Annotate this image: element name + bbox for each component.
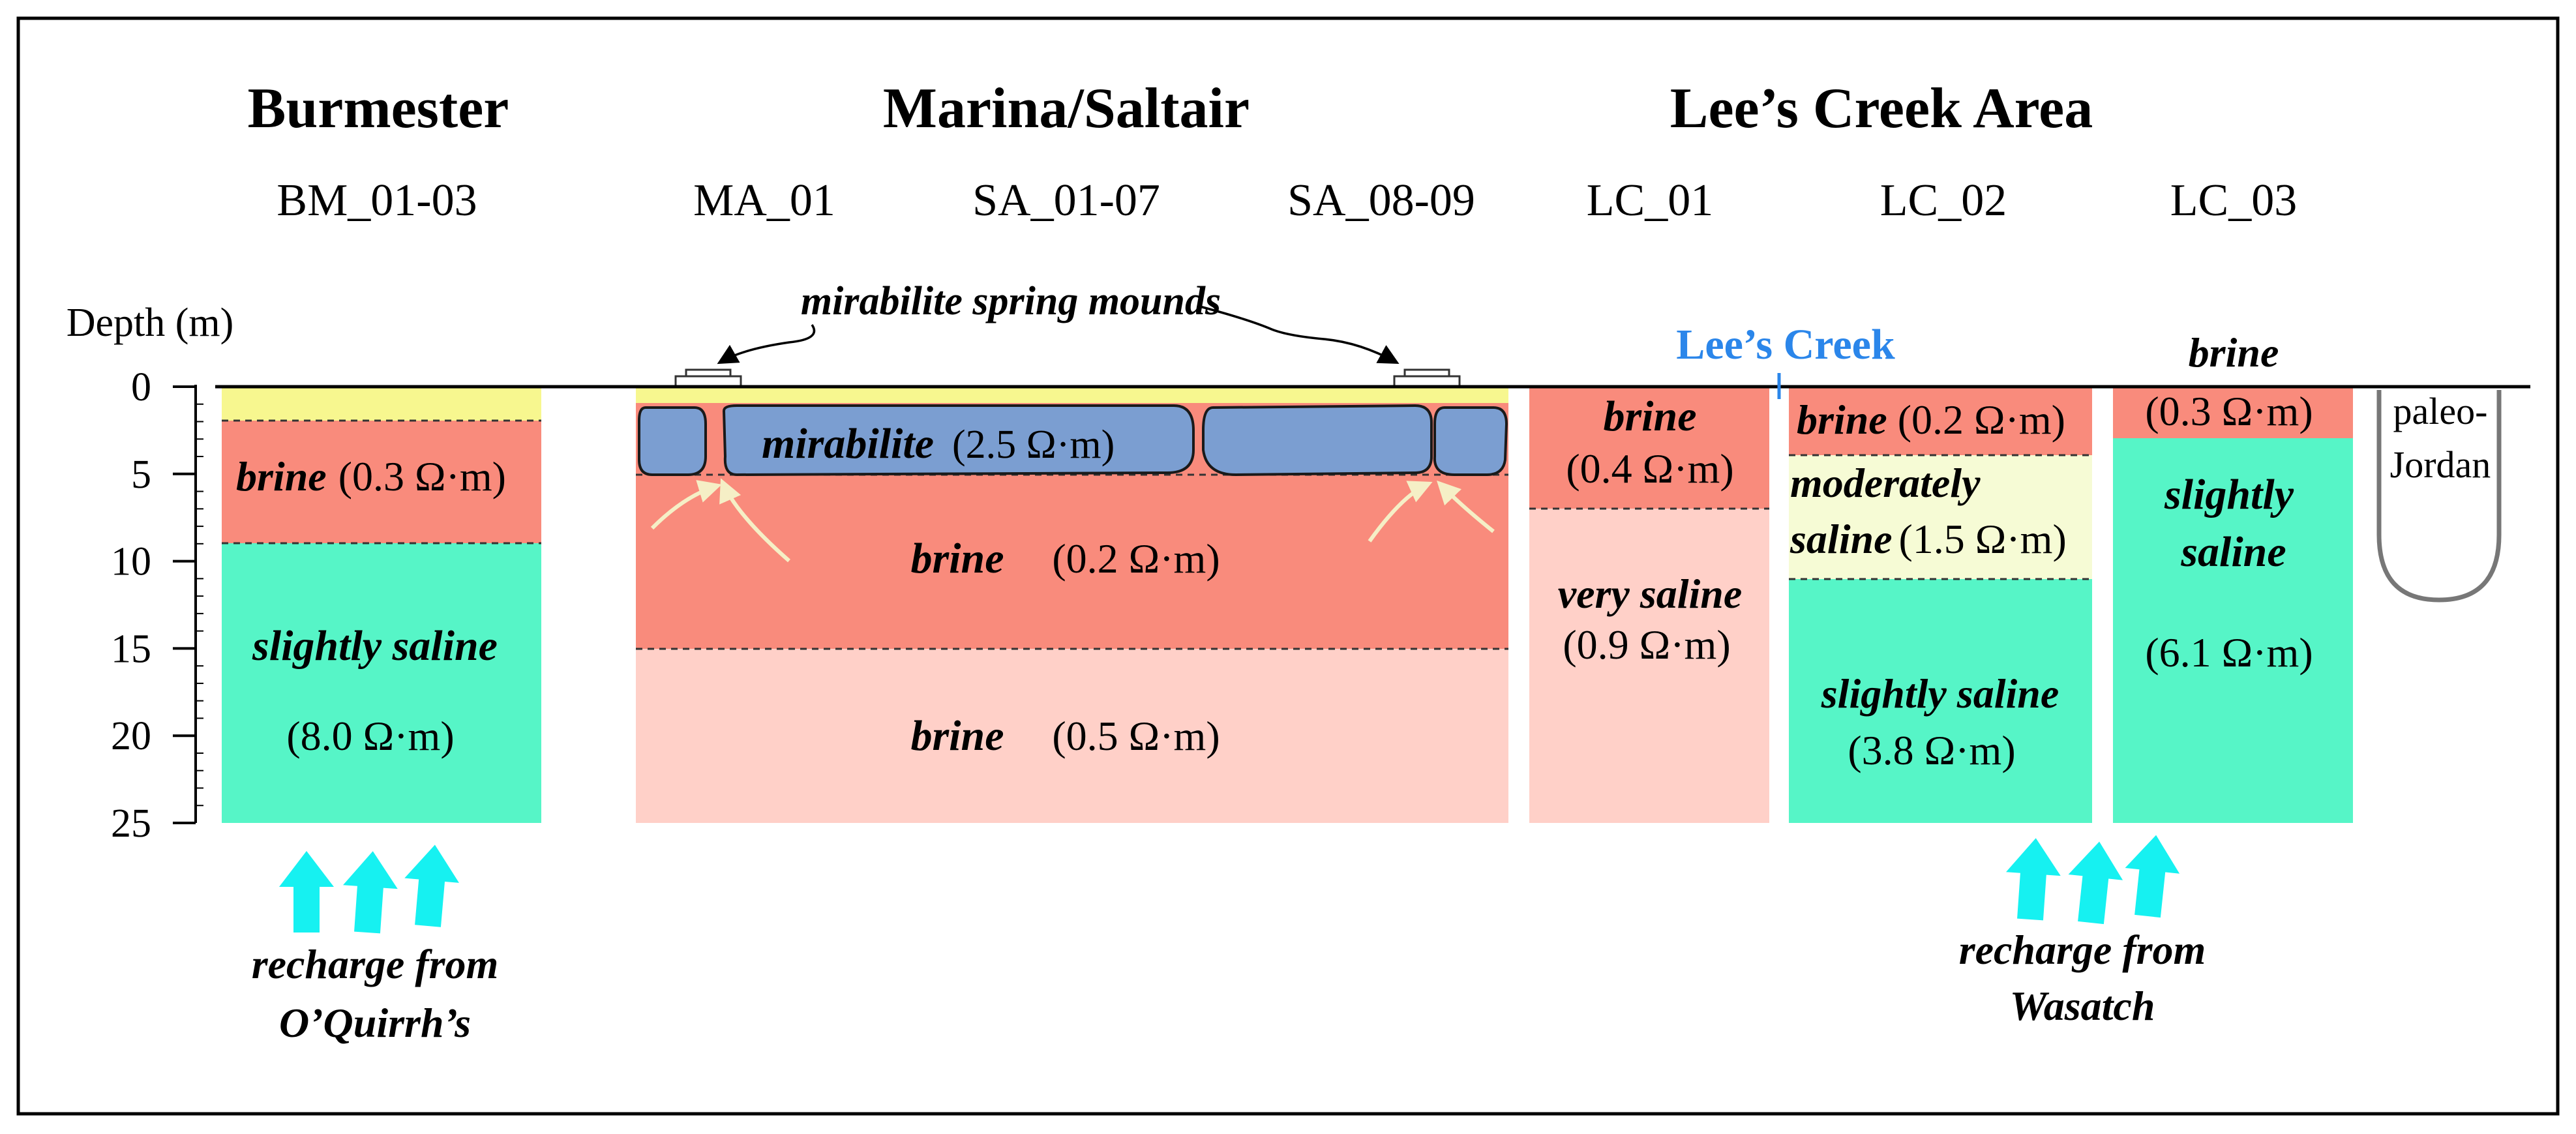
lc02-brine-label: brine (0.2 Ω·m) <box>1797 396 2065 443</box>
depth-tick-label: 20 <box>111 714 151 758</box>
lc01-brine-name: brine <box>1603 393 1696 440</box>
lc02-slightly-saline-name: slightly saline <box>1821 670 2059 717</box>
header-marina-saltair: Marina/Saltair <box>883 77 1250 140</box>
lc01-very-saline-layer <box>1529 509 1769 823</box>
depth-tick-label: 10 <box>111 540 151 584</box>
recharge-arrows-oquirrh <box>279 842 462 934</box>
burmester-column <box>222 387 541 823</box>
lc03-slightly-line1: slightly <box>2164 471 2294 518</box>
lc03-brine-layer <box>2113 387 2353 438</box>
spring-mound-right <box>1393 368 1461 388</box>
lc01-brine-resistivity: (0.4 Ω·m) <box>1566 445 1733 492</box>
header-burmester: Burmester <box>248 77 509 140</box>
marina-brine-lower-layer <box>636 649 1508 823</box>
header-lees-creek-area: Lee’s Creek Area <box>1670 77 2093 140</box>
spring-mound-left <box>674 368 742 388</box>
lc03-slightly-saline-layer <box>2113 438 2353 823</box>
well-bm-01-03: BM_01-03 <box>277 175 477 226</box>
marina-mirabilite-label: mirabilite (2.5 Ω·m) <box>762 420 1115 468</box>
lc01-very-saline-name: very saline <box>1558 571 1743 617</box>
burmester-slightly-saline-resistivity: (8.0 Ω·m) <box>286 713 454 759</box>
spring-mounds-arrow-left <box>717 324 816 365</box>
well-lc-01: LC_01 <box>1587 175 1713 226</box>
burmester-slightly-saline-layer <box>222 543 541 823</box>
lc02-slightly-saline-resistivity: (3.8 Ω·m) <box>1848 727 2015 773</box>
depth-tick-label: 0 <box>131 365 151 410</box>
mirabilite-bodies <box>638 404 1508 477</box>
figure-border <box>16 16 2560 1116</box>
lc02-column <box>1789 387 2092 823</box>
burmester-slightly-saline-name: slightly saline <box>252 622 498 670</box>
marina-brine-lower-resistivity: (0.5 Ω·m) <box>1052 713 1220 759</box>
lc01-column <box>1529 387 1769 823</box>
marina-surface-layer <box>636 387 1508 403</box>
recharge-wasatch-line2: Wasatch <box>2010 983 2155 1029</box>
lc02-brine-resistivity: (0.2 Ω·m) <box>1898 396 2065 443</box>
recharge-wasatch-line1: recharge from <box>1959 927 2206 973</box>
lc02-brine-layer <box>1789 387 2092 455</box>
marina-column <box>636 368 1508 823</box>
lc03-brine-resistivity: (0.3 Ω·m) <box>2145 388 2313 434</box>
mirabilite-name: mirabilite <box>762 420 934 468</box>
lc03-slightly-saline-resistivity: (6.1 Ω·m) <box>2145 629 2313 676</box>
lc01-brine-layer <box>1529 387 1769 509</box>
paleo-jordan-channel <box>2376 390 2502 603</box>
lc02-moderately-line1: moderately <box>1790 460 1981 506</box>
burmester-brine-resistivity: (0.3 Ω·m) <box>338 453 506 500</box>
lc02-moderately-saline-resistivity: (1.5 Ω·m) <box>1898 516 2066 562</box>
depth-axis-major-ticks: 0 5 10 15 20 25 <box>111 365 151 846</box>
well-lc-03: LC_03 <box>2170 175 2297 226</box>
burmester-brine-label: brine (0.3 Ω·m) <box>236 453 506 500</box>
recharge-oquirrh-line2: O’Quirrh’s <box>279 1000 471 1046</box>
recharge-oquirrh-line1: recharge from <box>252 941 499 987</box>
well-ma-01: MA_01 <box>693 175 835 226</box>
spring-mounds-arrow-right <box>1199 305 1400 365</box>
paleo-jordan-line2: Jordan <box>2390 443 2491 486</box>
lc03-slightly-line2: saline <box>2180 528 2286 576</box>
lees-creek-label: Lee’s Creek <box>1676 321 1895 368</box>
depth-axis-minor-ticks <box>173 385 203 824</box>
spring-mounds-label: mirabilite spring mounds <box>801 279 1221 323</box>
lc02-slightly-saline-layer <box>1789 579 2092 823</box>
well-sa-08-09: SA_08-09 <box>1287 175 1475 226</box>
burmester-brine-layer <box>222 421 541 543</box>
mirabilite-resistivity: (2.5 Ω·m) <box>952 423 1115 467</box>
depth-axis-label: Depth (m) <box>67 301 234 345</box>
lc03-column <box>2113 387 2353 823</box>
recharge-arrows-wasatch <box>2003 832 2183 926</box>
marina-brine-upper-name: brine <box>910 535 1004 582</box>
paleo-jordan-line1: paleo- <box>2393 390 2488 432</box>
well-lc-02: LC_02 <box>1880 175 2007 226</box>
lc01-very-saline-resistivity: (0.9 Ω·m) <box>1563 621 1730 668</box>
depth-tick-label: 25 <box>111 801 151 846</box>
lc03-brine-name: brine <box>2189 329 2279 376</box>
burmester-surface-layer <box>222 387 541 421</box>
lc02-moderately-saline-layer <box>1789 455 2092 579</box>
depth-axis <box>173 385 203 824</box>
depth-tick-label: 15 <box>111 627 151 671</box>
burmester-brine-name: brine <box>236 453 327 500</box>
marina-brine-upper-resistivity: (0.2 Ω·m) <box>1052 535 1220 582</box>
upwelling-arrows <box>650 478 1495 563</box>
lc02-brine-name: brine <box>1797 396 1887 443</box>
depth-tick-label: 5 <box>131 453 151 497</box>
marina-brine-lower-name: brine <box>910 712 1004 760</box>
lc02-moderately-line2: saline (1.5 Ω·m) <box>1790 516 2067 562</box>
well-sa-01-07: SA_01-07 <box>972 175 1160 226</box>
lc02-moderately-saline-word: saline <box>1790 516 1892 562</box>
